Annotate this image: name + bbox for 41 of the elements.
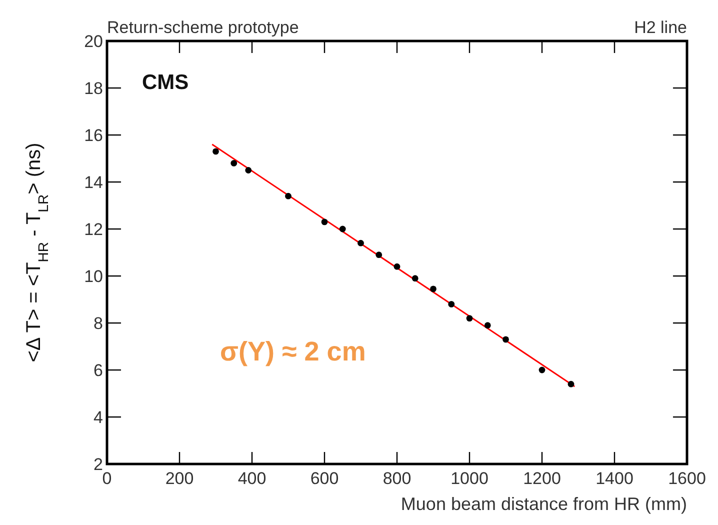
x-tick-label: 0 <box>102 469 112 488</box>
y-tick-label: 10 <box>84 267 103 286</box>
point <box>245 167 252 174</box>
x-tick-label: 1000 <box>450 469 488 488</box>
x-tick-label: 1400 <box>596 469 634 488</box>
point <box>466 315 473 322</box>
point <box>430 286 436 292</box>
chart-title: Return-scheme prototype <box>107 18 299 37</box>
point <box>230 160 238 166</box>
x-tick-label: 1200 <box>523 469 561 488</box>
point <box>394 263 400 270</box>
text: H2 line <box>634 18 687 37</box>
y-tick-label: 12 <box>84 220 103 239</box>
annotation: σ(Y) ≈ 2 cm <box>220 336 366 367</box>
point <box>376 252 382 258</box>
x-tick-label: 800 <box>382 469 412 488</box>
x-tick-label: 1600 <box>668 469 706 488</box>
y-tick-label: 14 <box>84 173 103 192</box>
point <box>339 226 346 232</box>
y-tick-label: 8 <box>94 314 103 333</box>
point <box>502 336 509 343</box>
point <box>321 218 328 226</box>
point <box>538 366 546 374</box>
point <box>412 275 418 282</box>
point <box>285 192 292 200</box>
y-tick-label: 16 <box>84 126 103 145</box>
y-tick-label: 4 <box>94 408 103 427</box>
x-axis-title: Muon beam distance from HR (mm) <box>400 494 687 514</box>
point <box>448 301 455 308</box>
y-tick-label: 20 <box>84 32 103 51</box>
point <box>568 380 574 388</box>
point <box>212 148 219 155</box>
point <box>358 240 364 246</box>
x-tick-label: 200 <box>165 469 194 488</box>
x-tick-label: 400 <box>238 469 266 488</box>
y-tick-label: 18 <box>84 79 103 98</box>
y-tick-label: 6 <box>94 361 103 380</box>
annotation: CMS <box>142 71 189 94</box>
point <box>484 322 491 329</box>
y-tick-label: 2 <box>94 455 103 474</box>
x-tick-label: 600 <box>310 469 339 488</box>
